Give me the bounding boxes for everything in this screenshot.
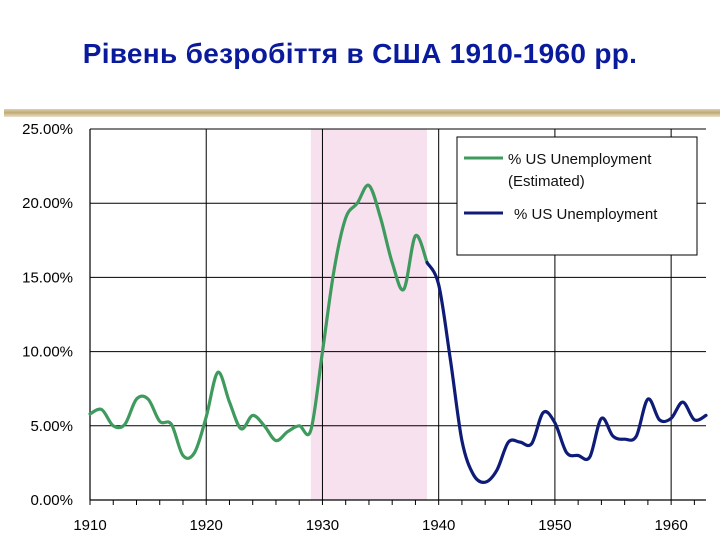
x-tick-label-1: 1920: [190, 517, 223, 534]
highlight-band: [310, 129, 428, 500]
x-tick-label-0: 1910: [73, 517, 106, 534]
y-tick-label-1: 5.00%: [30, 418, 73, 435]
y-tick-label-5: 25.00%: [22, 121, 73, 138]
x-tick-label-2: 1930: [306, 517, 339, 534]
x-tick-label-5: 1960: [654, 517, 687, 534]
legend-label-estimated-line2: (Estimated): [508, 173, 585, 190]
y-tick-label-2: 10.00%: [22, 344, 73, 361]
legend-label-estimated: % US Unemployment: [508, 151, 652, 168]
series-line-1: [425, 261, 708, 484]
y-tick-label-3: 15.00%: [22, 269, 73, 286]
legend-label-actual: % US Unemployment: [514, 206, 658, 223]
y-tick-label-4: 20.00%: [22, 195, 73, 212]
x-tick-label-3: 1940: [422, 517, 455, 534]
slide-title: Рівень безробіття в США 1910-1960 рр.: [82, 38, 638, 69]
unemployment-chart: 0.00% 5.00% 10.00% 15.00% 20.00% 25.00% 1910 19…: [22, 121, 708, 534]
series-line-0: [88, 183, 429, 460]
y-tick-label-0: 0.00%: [30, 492, 73, 509]
title-divider: [4, 109, 720, 117]
x-tick-label-4: 1950: [538, 517, 571, 534]
